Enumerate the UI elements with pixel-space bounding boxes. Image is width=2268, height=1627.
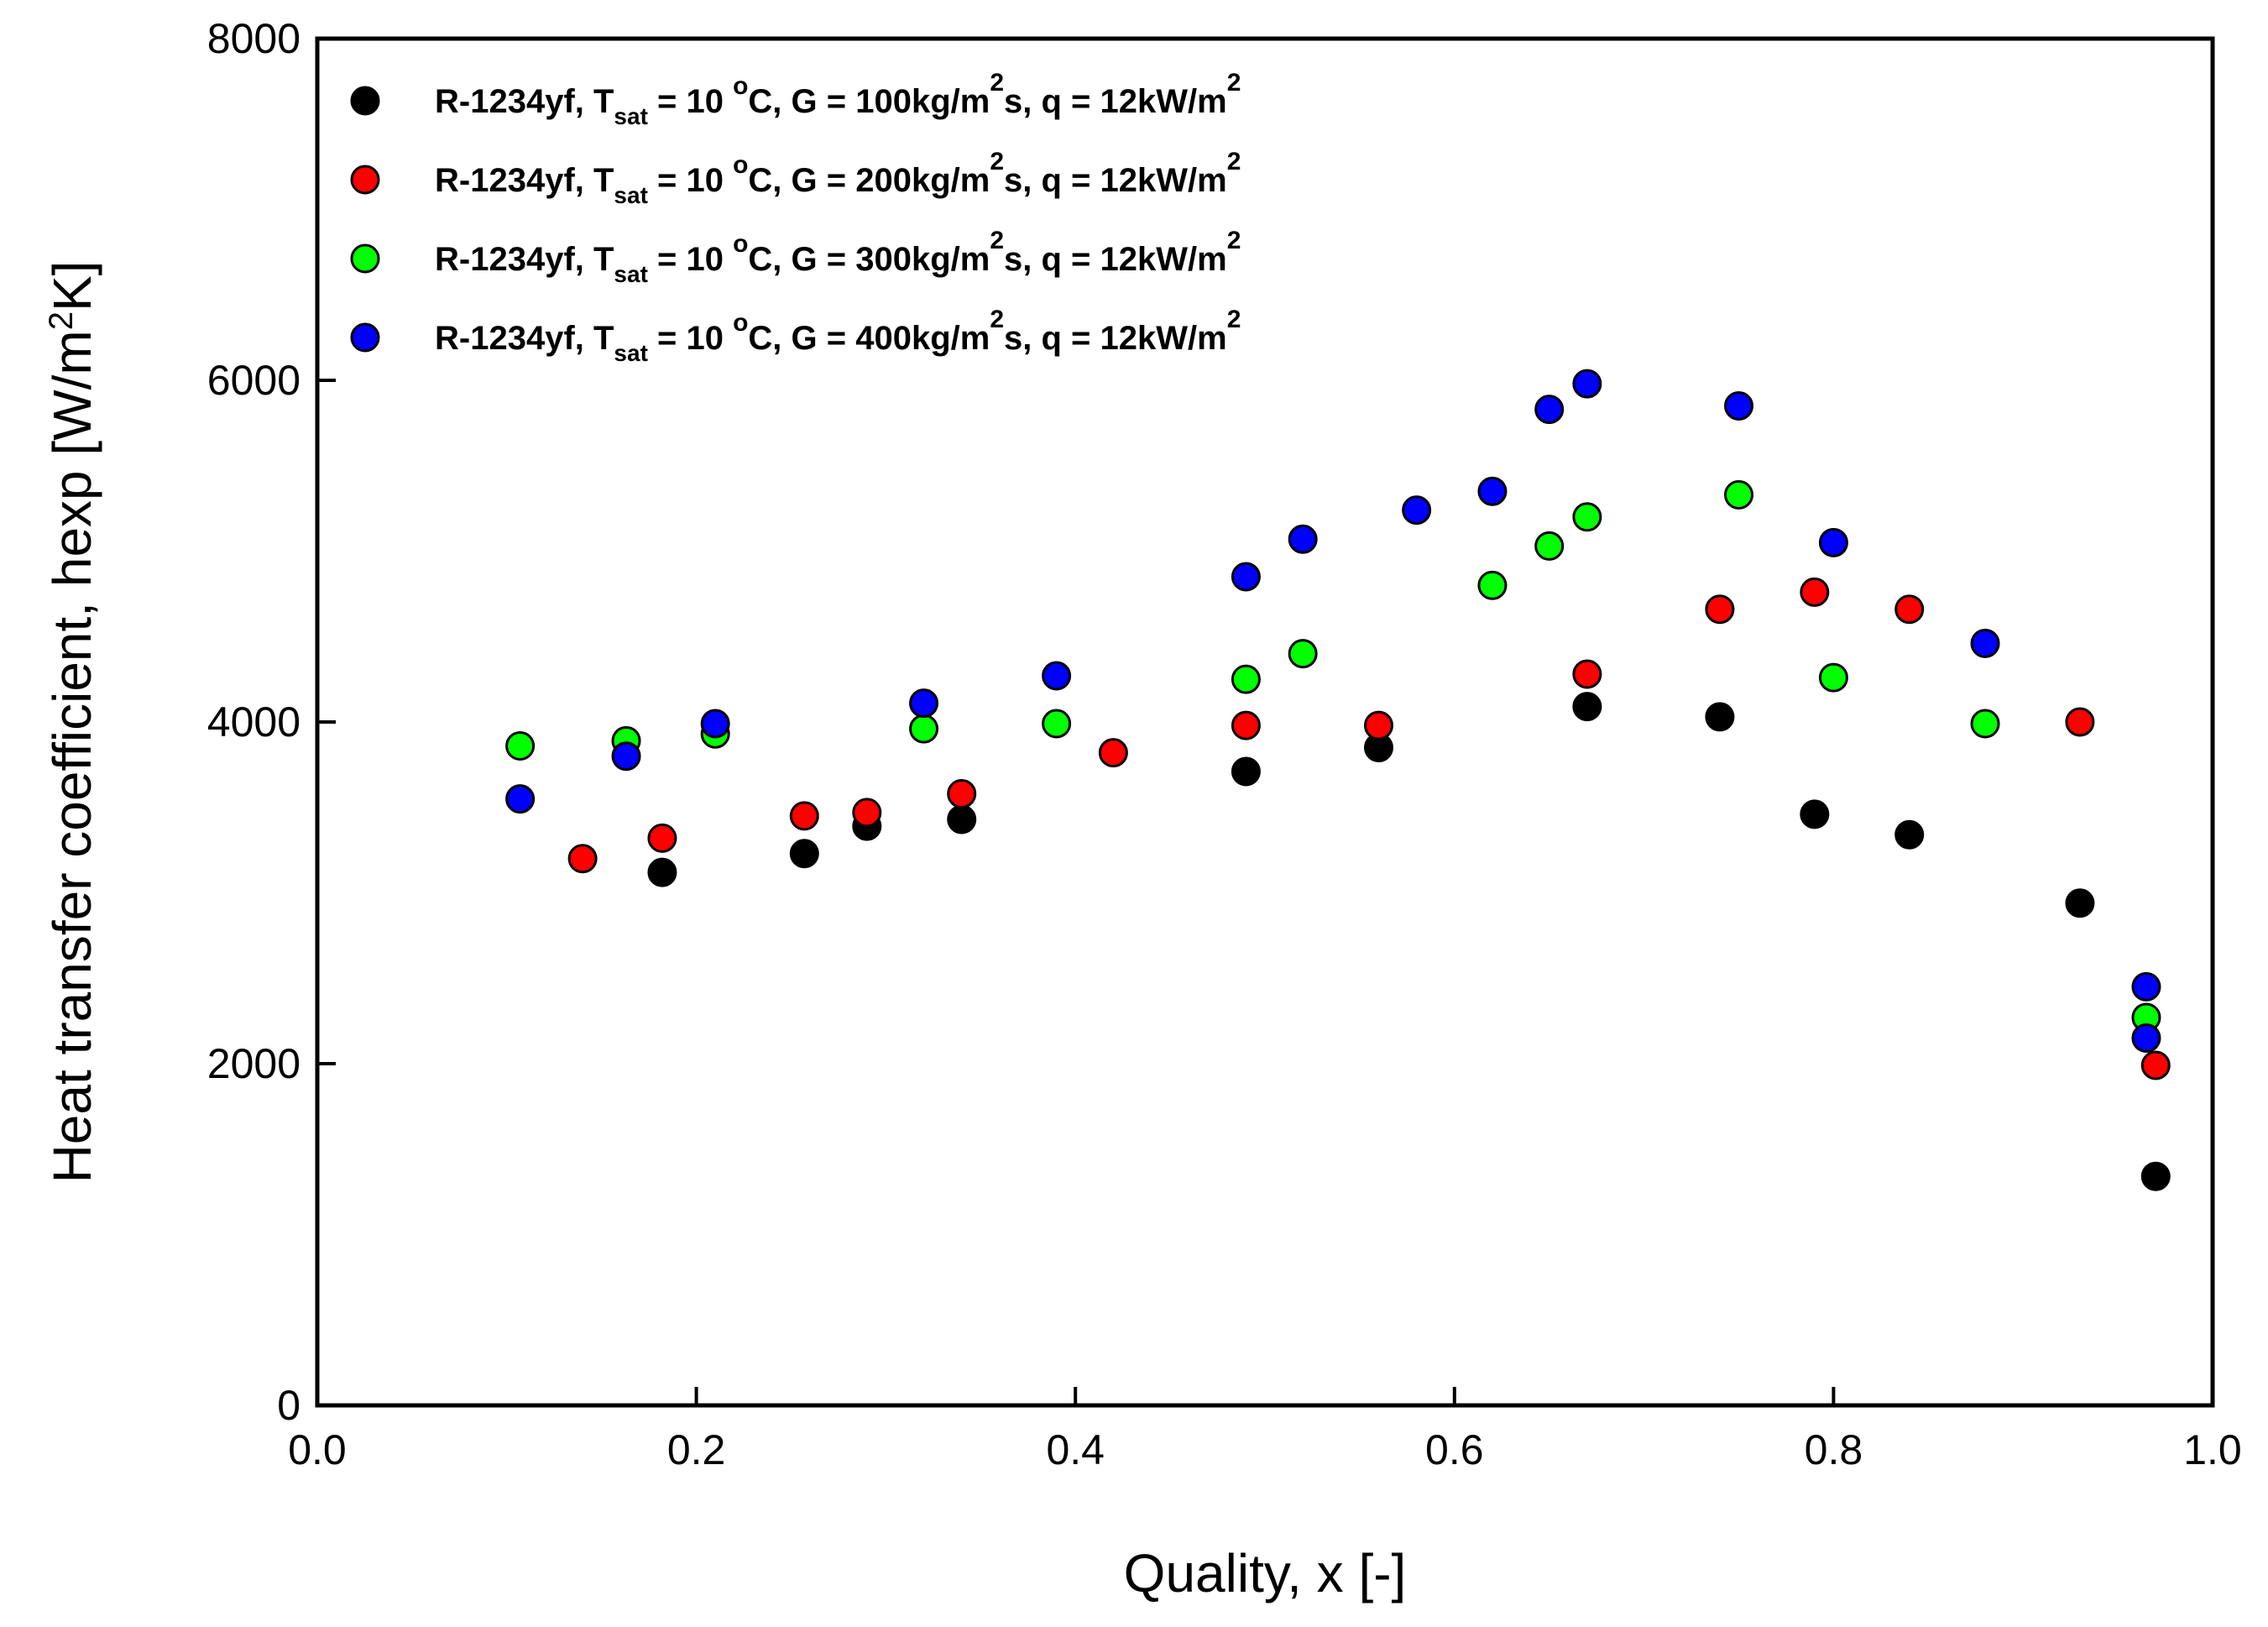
data-point-series-4 [2131, 1023, 2161, 1053]
data-point-series-1 [1705, 702, 1735, 732]
legend: R-1234yf, Tsat = 10 oC, G = 100kg/m2s, q… [350, 69, 1241, 366]
legend-marker-series-4 [350, 322, 380, 353]
data-point-series-4 [1231, 562, 1261, 592]
data-points [505, 369, 2171, 1191]
data-point-series-1 [947, 804, 977, 834]
data-point-series-1 [1231, 756, 1261, 787]
data-point-series-4 [1288, 524, 1318, 554]
data-point-series-4 [700, 709, 730, 739]
data-point-series-3 [1818, 662, 1848, 693]
x-tick-label: 1.0 [2183, 1426, 2242, 1473]
data-point-series-4 [505, 784, 536, 814]
data-point-series-2 [1800, 577, 1830, 607]
y-axis-title-prefix: Heat transfer coefficient, h [42, 557, 102, 1184]
data-point-series-3 [1231, 664, 1261, 694]
data-point-series-2 [1894, 594, 1925, 625]
legend-marker-series-3 [350, 243, 380, 274]
data-point-series-4 [1970, 628, 2000, 658]
x-axis-title: Quality, x [-] [1124, 1543, 1407, 1603]
svg-text:Heat transfer coefficient, hex: Heat transfer coefficient, hexp [W/m2K] [42, 261, 102, 1184]
y-axis-title: Heat transfer coefficient, hexp [W/m2K] [42, 261, 102, 1184]
data-point-series-3 [1288, 639, 1318, 669]
data-point-series-1 [1894, 819, 1925, 850]
x-tick-label: 0.4 [1046, 1426, 1105, 1473]
data-point-series-1 [2140, 1161, 2171, 1191]
legend-marker-series-1 [350, 86, 380, 116]
data-point-series-1 [1800, 799, 1830, 829]
data-point-series-2 [789, 801, 819, 831]
y-tick-label: 2000 [207, 1040, 300, 1087]
data-point-series-1 [2065, 888, 2095, 918]
data-point-series-4 [1818, 527, 1848, 557]
data-point-series-4 [1477, 476, 1508, 506]
x-tick-label: 0.6 [1425, 1426, 1484, 1473]
x-tick-label: 0.0 [288, 1426, 347, 1473]
data-point-series-2 [1098, 738, 1128, 768]
data-point-series-3 [1970, 709, 2000, 739]
legend-label-series-3: R-1234yf, Tsat = 10 oC, G = 300kg/m2s, q… [435, 227, 1241, 287]
data-point-series-3 [1572, 502, 1602, 532]
data-point-series-1 [1572, 692, 1602, 722]
data-point-series-4 [1402, 495, 1432, 526]
data-point-series-2 [567, 844, 598, 874]
y-axis-title-sub: exp [42, 470, 102, 557]
y-axis-title-unit-end: K] [42, 261, 102, 311]
data-point-series-4 [1572, 369, 1602, 399]
data-point-series-3 [1534, 531, 1565, 561]
y-tick-label: 8000 [207, 15, 300, 62]
data-point-series-3 [1042, 709, 1072, 739]
data-point-series-2 [852, 798, 882, 828]
data-point-series-2 [647, 823, 677, 853]
x-tick-label: 0.2 [667, 1426, 726, 1473]
data-point-series-3 [1477, 570, 1508, 600]
axis-ticks [316, 37, 2214, 1407]
data-point-series-2 [2140, 1050, 2171, 1080]
data-point-series-3 [909, 714, 939, 744]
data-point-series-4 [1534, 395, 1565, 425]
y-axis-title-sup: 2 [43, 311, 80, 330]
data-point-series-1 [789, 839, 819, 869]
data-point-series-3 [1724, 479, 1753, 510]
data-point-series-2 [1572, 659, 1602, 689]
data-point-series-4 [611, 741, 641, 772]
data-point-series-4 [2131, 971, 2161, 1002]
y-tick-label: 6000 [207, 357, 300, 404]
data-point-series-1 [647, 857, 677, 887]
data-point-series-2 [1231, 710, 1261, 740]
y-axis-title-unit: [W/m [42, 330, 102, 470]
data-point-series-4 [1042, 661, 1072, 691]
data-point-series-2 [947, 778, 977, 808]
data-point-series-2 [2065, 707, 2095, 737]
y-tick-label: 0 [277, 1382, 300, 1429]
data-point-series-3 [505, 730, 536, 761]
data-point-series-2 [1363, 710, 1393, 740]
x-tick-label: 0.8 [1805, 1426, 1863, 1473]
data-point-series-4 [1724, 391, 1753, 421]
legend-label-series-2: R-1234yf, Tsat = 10 oC, G = 200kg/m2s, q… [435, 148, 1241, 208]
data-point-series-4 [909, 688, 939, 719]
data-point-series-2 [1705, 594, 1735, 625]
legend-marker-series-2 [350, 165, 380, 195]
legend-label-series-1: R-1234yf, Tsat = 10 oC, G = 100kg/m2s, q… [435, 69, 1241, 129]
axis-tick-labels: 0.0 0.2 0.4 0.6 0.8 1.0 0 2000 4000 6000 8000 [207, 15, 2242, 1473]
legend-label-series-4: R-1234yf, Tsat = 10 oC, G = 400kg/m2s, q… [435, 306, 1241, 366]
y-tick-label: 4000 [207, 698, 300, 745]
